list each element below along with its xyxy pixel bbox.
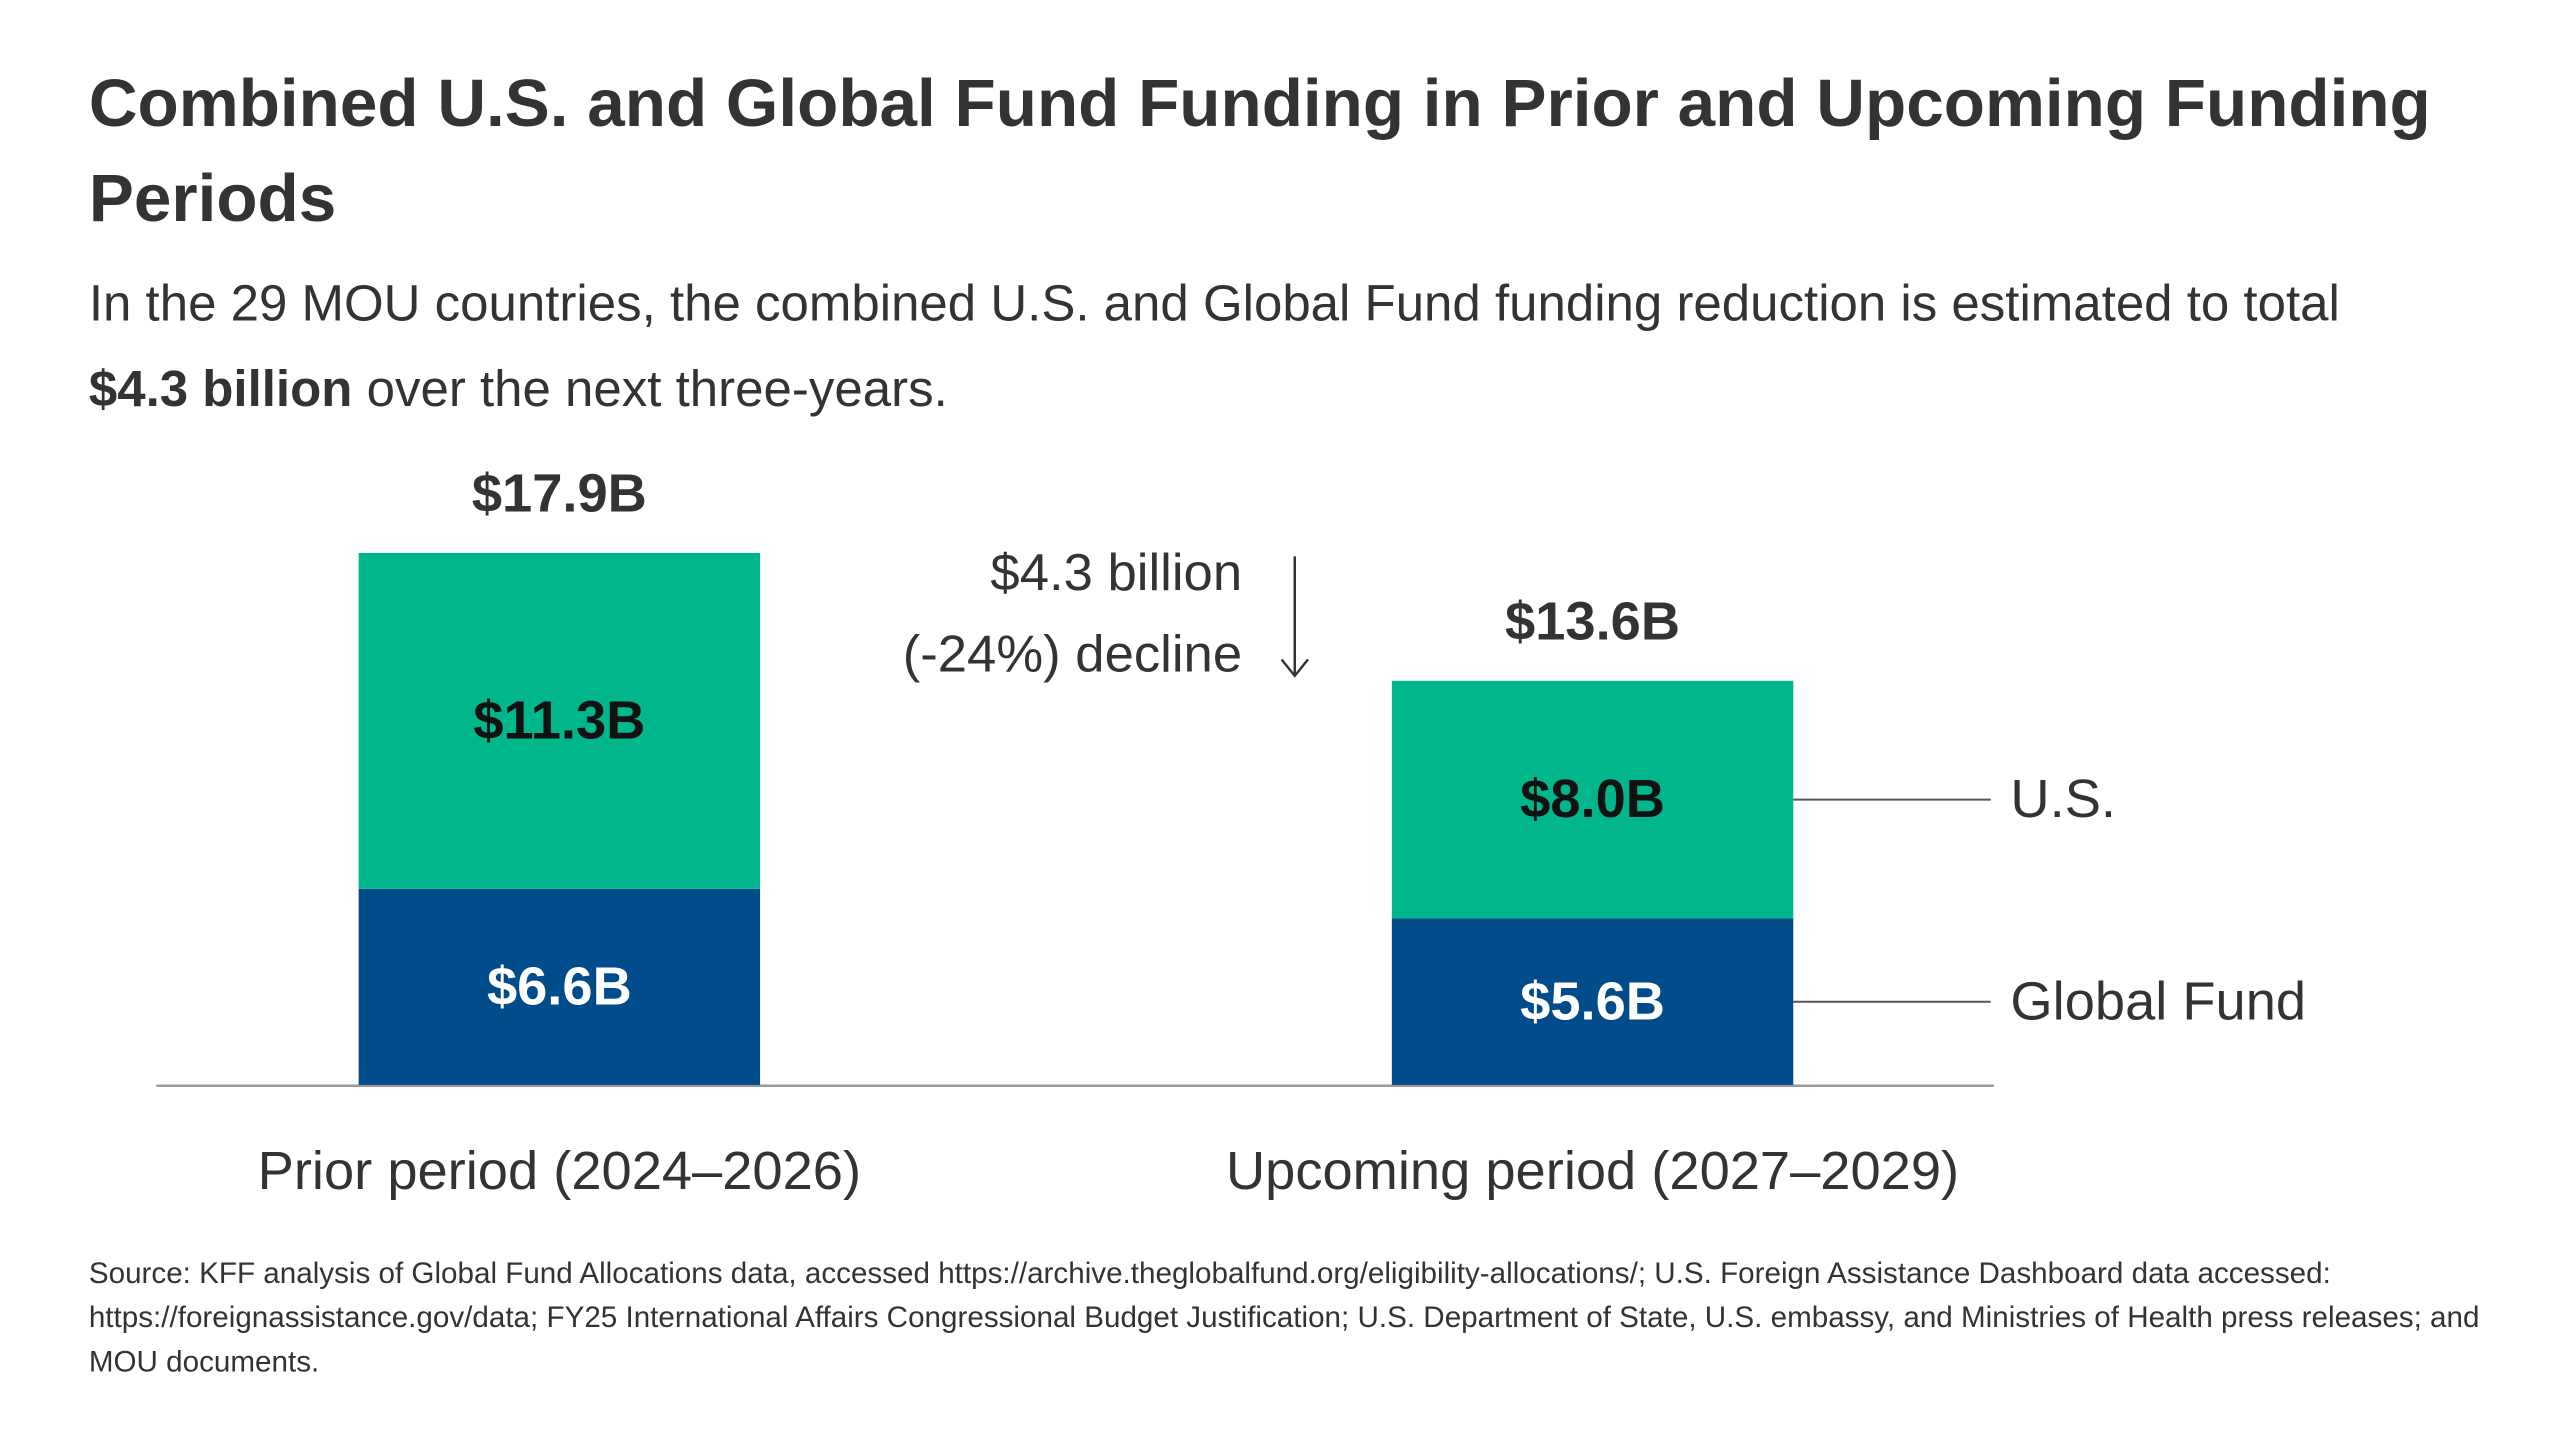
subtitle-emphasis: $4.3 billion (88, 360, 353, 418)
annotation: (-24%) decline (903, 625, 1242, 684)
bar-segment (1391, 680, 1794, 919)
annotation-arrow-head (1280, 658, 1309, 678)
total-label: $17.9B (472, 464, 647, 524)
value-label: $8.0B (1520, 769, 1665, 829)
chart-title: Combined U.S. and Global Fund Funding in… (88, 65, 2431, 236)
x-tick-label: Prior period (2024–2026) (258, 1141, 861, 1201)
bar-segment (358, 552, 761, 889)
x-tick-label: Upcoming period (2027–2029) (1226, 1141, 1959, 1201)
bar-segment (358, 888, 761, 1085)
annotation: $4.3 billion (990, 543, 1242, 602)
value-label: $11.3B (473, 691, 645, 751)
legend-label: U.S. (2010, 769, 2116, 829)
total-label: $13.6B (1505, 592, 1680, 652)
value-label: $5.6B (1520, 971, 1665, 1031)
subtitle-text: over the next three-years. (352, 360, 948, 418)
source-note: Source: KFF analysis of Global Fund Allo… (88, 1256, 2480, 1378)
subtitle-text: In the 29 MOU countries, the combined U.… (88, 274, 2340, 333)
bar-segment (1391, 918, 1794, 1085)
value-label: $6.6B (487, 957, 632, 1017)
chart-subtitle: In the 29 MOU countries, the combined U.… (89, 262, 2425, 432)
legend-label: Global Fund (2010, 971, 2306, 1031)
